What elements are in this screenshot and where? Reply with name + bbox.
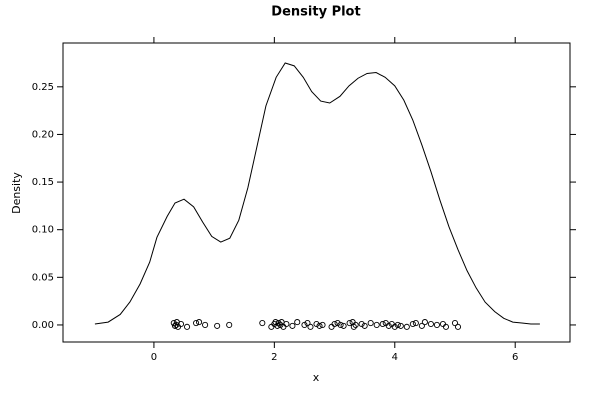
data-point: [412, 319, 419, 327]
data-point: [442, 323, 450, 330]
data-point: [283, 320, 290, 328]
x-axis-label: x: [313, 371, 320, 384]
y-tick-label: 0.00: [32, 320, 54, 331]
data-point: [385, 322, 392, 329]
data-point: [289, 322, 296, 329]
data-point: [361, 322, 368, 329]
x-tick-label: 0: [151, 352, 157, 363]
data-point: [171, 322, 179, 329]
data-point: [277, 321, 284, 328]
data-point: [274, 322, 281, 329]
data-point: [451, 319, 459, 327]
data-point: [193, 319, 200, 327]
data-point: [334, 319, 341, 327]
data-point: [397, 322, 404, 329]
x-tick-label: 4: [392, 352, 398, 363]
data-point: [394, 321, 401, 328]
data-point: [409, 320, 416, 328]
data-point: [373, 321, 380, 328]
data-point: [418, 322, 425, 329]
y-axis-label: Density: [10, 172, 23, 214]
data-point: [379, 320, 386, 328]
data-point: [350, 323, 357, 330]
data-point: [214, 322, 221, 329]
data-point: [196, 319, 203, 326]
y-tick-label: 0.05: [32, 272, 54, 283]
data-point: [403, 323, 410, 330]
y-tick-label: 0.20: [32, 129, 54, 140]
data-point: [331, 320, 338, 328]
chart-title: Density Plot: [271, 5, 360, 20]
data-point: [421, 319, 428, 326]
data-point: [454, 323, 462, 330]
data-point: [307, 323, 314, 330]
data-point: [275, 319, 282, 327]
data-point: [313, 320, 320, 328]
data-point: [340, 322, 347, 329]
data-point: [301, 321, 308, 328]
data-point: [367, 319, 374, 327]
data-point: [316, 322, 323, 329]
data-point: [202, 321, 209, 328]
data-point: [259, 319, 266, 327]
data-point: [358, 320, 365, 328]
x-tick-label: 2: [271, 352, 277, 363]
data-point: [183, 323, 191, 330]
data-point: [346, 319, 353, 327]
data-point: [177, 320, 185, 328]
data-point: [304, 319, 311, 327]
data-point: [226, 321, 233, 328]
data-point: [337, 321, 344, 328]
data-point: [427, 320, 434, 328]
data-point: [391, 323, 398, 330]
data-point: [433, 321, 440, 328]
data-point: [319, 321, 326, 328]
density-curve: [94, 62, 540, 325]
y-tick-label: 0.15: [32, 177, 54, 188]
y-tick-label: 0.25: [32, 82, 54, 93]
data-point: [294, 319, 301, 326]
x-tick-label: 6: [512, 352, 518, 363]
data-point: [272, 319, 279, 326]
y-tick-label: 0.10: [32, 225, 54, 236]
data-point: [352, 321, 359, 328]
panel-frame: [62, 42, 571, 343]
